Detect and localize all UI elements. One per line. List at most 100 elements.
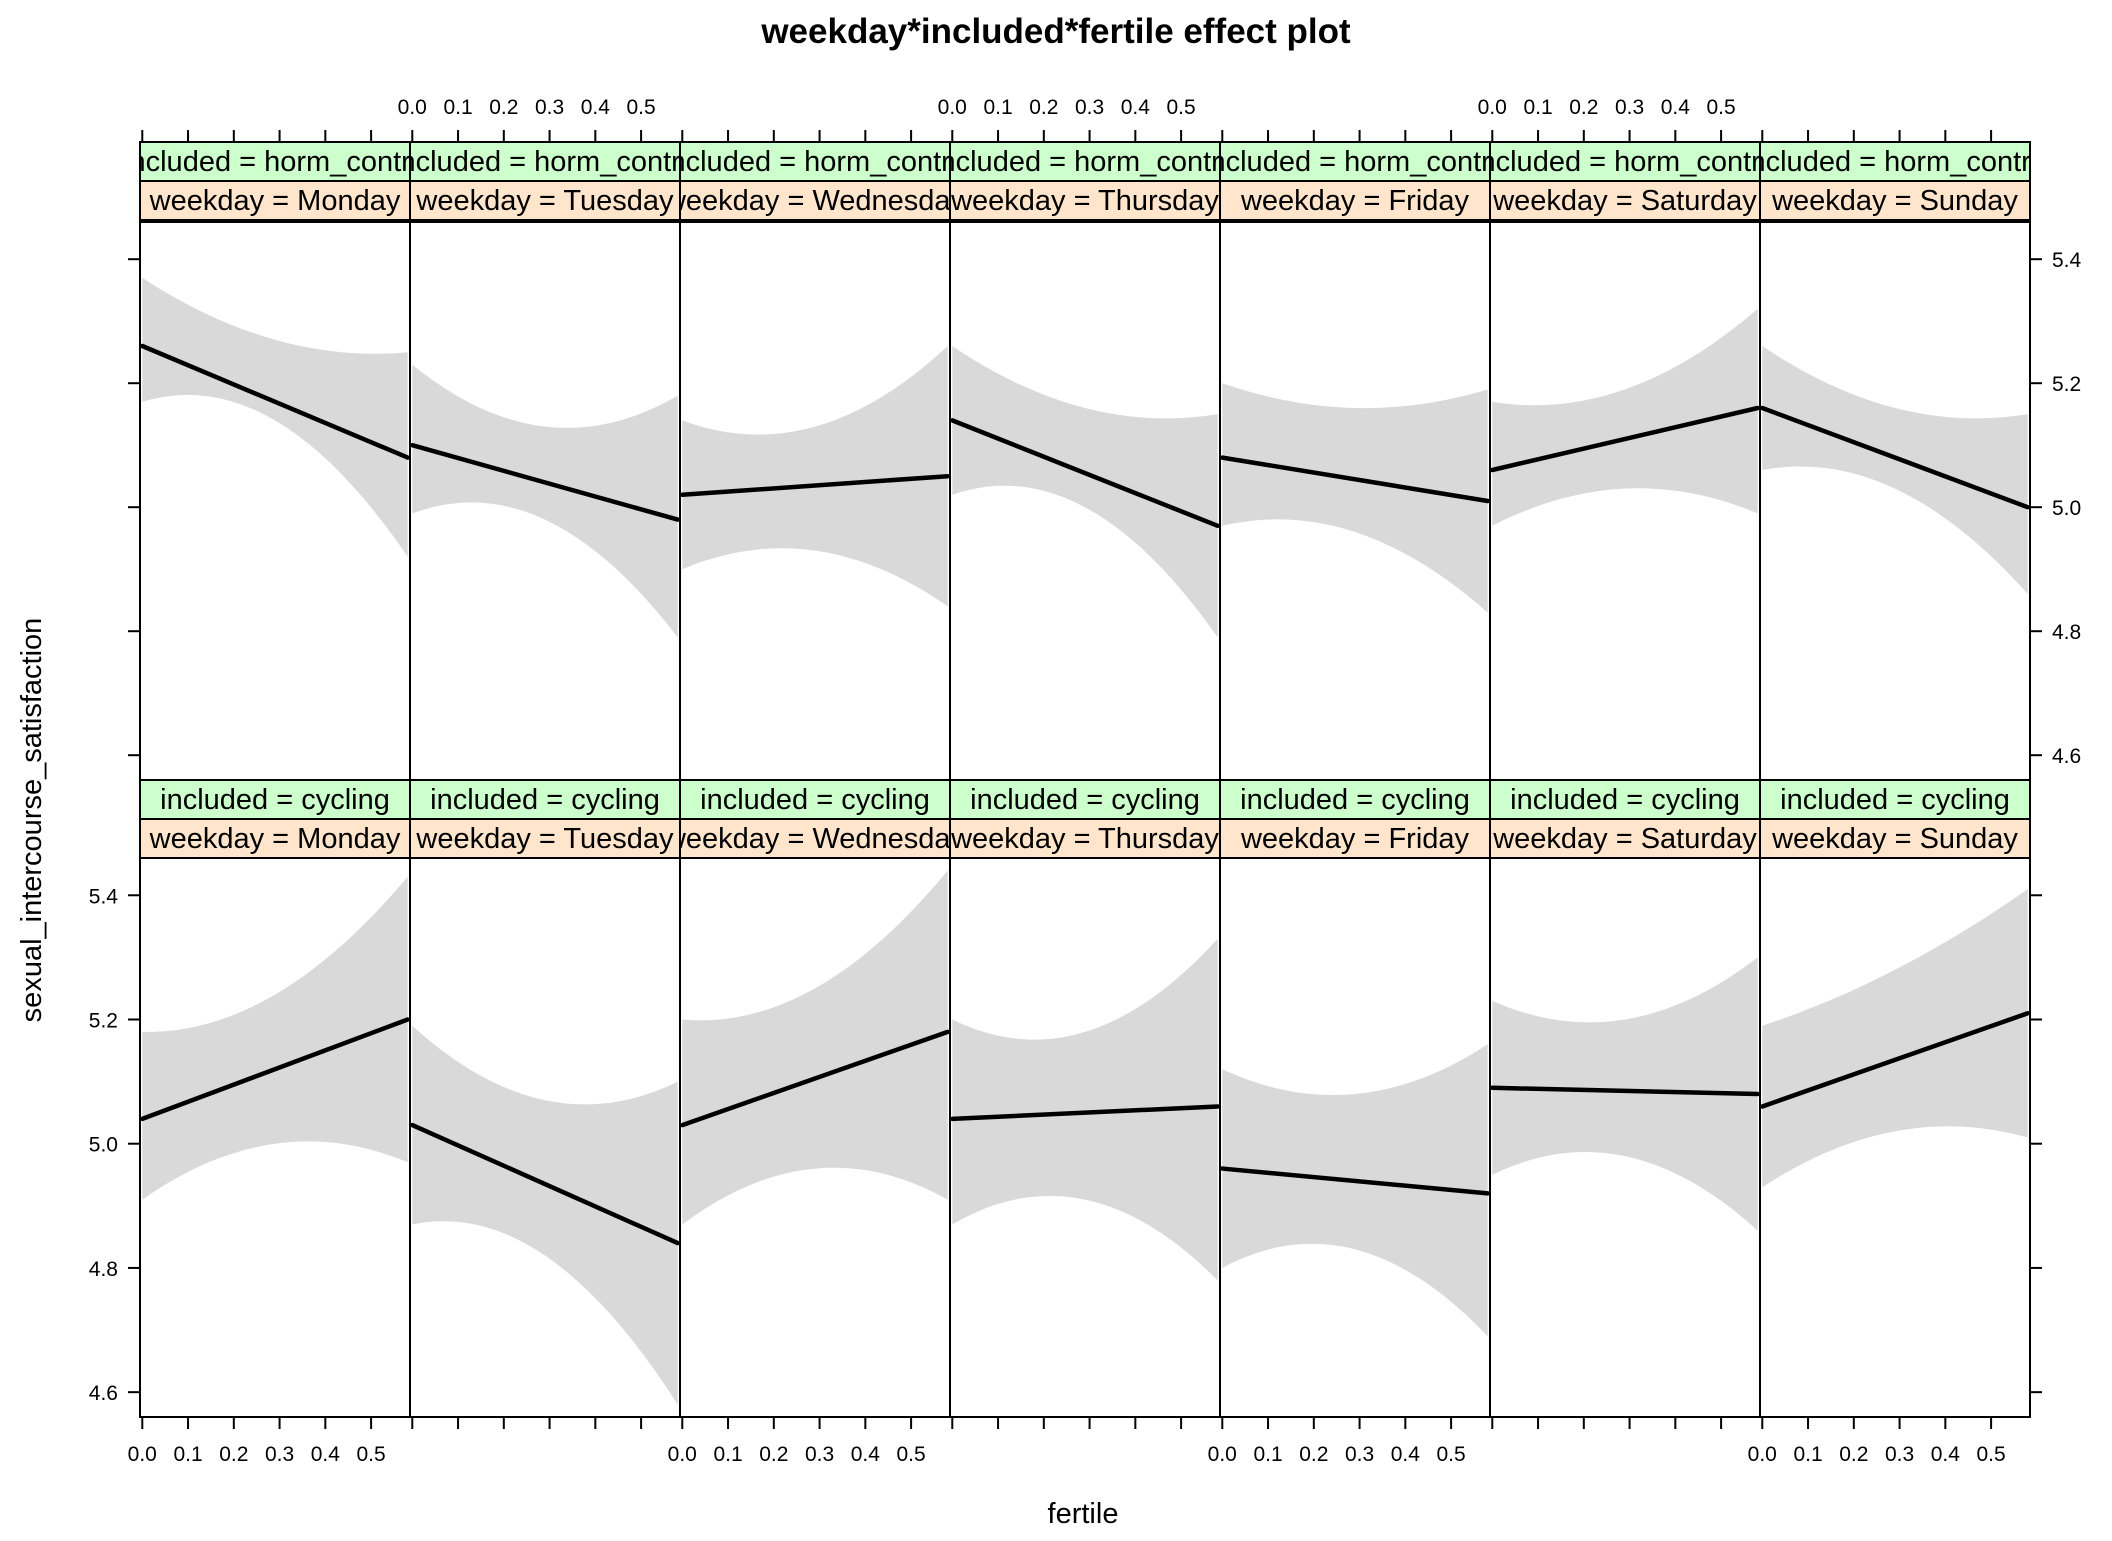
strip-labels: included = cycling weekday = Monday — [149, 784, 401, 855]
strip-included-label: included = cycling — [1240, 784, 1470, 816]
strip-weekday-label: weekday = Tuesday — [415, 185, 674, 217]
x-tick-label: 0.5 — [1707, 96, 1736, 119]
confidence-band — [142, 277, 408, 557]
strip-included-label: included = horm_contra — [1473, 146, 1778, 178]
x-tick-label: 0.3 — [1075, 96, 1104, 119]
strip-weekday-label: weekday = Wednesday — [664, 185, 966, 217]
panel-cycling-friday: included = cycling weekday = Friday — [1219, 779, 1491, 1418]
y-axis-title: sexual_intercourse_satisfaction — [16, 618, 48, 1023]
x-tick-label: 0.4 — [1391, 1443, 1421, 1466]
strip-labels: included = cycling weekday = Saturday — [1492, 784, 1757, 855]
strip-weekday-label: weekday = Saturday — [1492, 185, 1757, 217]
confidence-band — [1762, 346, 2028, 594]
strip-labels: included = cycling weekday = Thursday — [950, 784, 1219, 855]
strip-included-label: included = horm_contra — [933, 146, 1238, 178]
effect-line — [1490, 1085, 1760, 1097]
y-tick-label: 5.0 — [89, 1134, 118, 1157]
x-tick-label: 0.4 — [1931, 1443, 1961, 1466]
y-tick-label: 5.2 — [89, 1009, 118, 1032]
panel-cycling-tuesday: included = cycling weekday = Tuesday — [409, 779, 681, 1418]
strip-included-label: included = horm_contra — [1743, 146, 2048, 178]
x-tick-label: 0.5 — [627, 96, 656, 119]
x-tick-label: 0.5 — [897, 1443, 926, 1466]
strip-weekday — [1489, 818, 1761, 859]
effect-line — [1220, 1166, 1490, 1196]
strip-weekday-label: weekday = Friday — [1240, 185, 1470, 217]
x-tick-label: 0.0 — [1748, 1443, 1777, 1466]
y-tick-label: 5.4 — [2052, 249, 2082, 272]
strip-included-label: included = horm_contra — [1203, 146, 1508, 178]
confidence-band — [952, 938, 1218, 1281]
confidence-band — [952, 346, 1218, 638]
panel-cycling-sunday: included = cycling weekday = Sunday — [1759, 779, 2031, 1418]
y-tick-label: 5.0 — [2052, 497, 2081, 520]
effect-line — [950, 418, 1220, 529]
strip-labels: included = cycling weekday = Sunday — [1771, 784, 2018, 855]
effect-line — [950, 1104, 1220, 1122]
strip-weekday — [949, 818, 1221, 859]
confidence-band — [682, 870, 948, 1225]
strip-weekday-label: weekday = Sunday — [1771, 823, 2018, 855]
effect-line — [1760, 405, 2030, 510]
confidence-band — [412, 1025, 678, 1405]
strip-included-label: included = horm_contra — [663, 146, 968, 178]
x-tick-label: 0.0 — [938, 96, 967, 119]
x-tick-label: 0.4 — [851, 1443, 881, 1466]
effect-line — [680, 1029, 950, 1128]
x-tick-label: 0.3 — [1885, 1443, 1914, 1466]
x-tick-label: 0.2 — [1029, 96, 1058, 119]
panel-cycling-monday: included = cycling weekday = Monday — [139, 779, 411, 1418]
x-axis-title: fertile — [1048, 1498, 1119, 1530]
effect-line — [410, 1122, 680, 1246]
x-tick-label: 0.5 — [1167, 96, 1196, 119]
strip-included — [1219, 141, 1491, 182]
strip-weekday-label: weekday = Friday — [1240, 823, 1470, 855]
y-tick-label: 4.8 — [2052, 621, 2081, 644]
strip-weekday — [949, 180, 1221, 221]
strip-weekday-label: weekday = Sunday — [1771, 185, 2018, 217]
strip-included — [1489, 141, 1761, 182]
x-tick-label: 0.5 — [1437, 1443, 1466, 1466]
strip-included — [139, 779, 411, 820]
x-tick-label: 0.1 — [173, 1443, 202, 1466]
strip-included-label: included = cycling — [970, 784, 1200, 816]
strip-included — [949, 779, 1221, 820]
chart-title: weekday*included*fertile effect plot — [760, 12, 1351, 51]
strip-included-label: included = cycling — [1510, 784, 1740, 816]
strip-included-label: included = cycling — [430, 784, 660, 816]
strip-labels: included = cycling weekday = Wednesday — [680, 784, 950, 855]
x-tick-label: 0.0 — [668, 1443, 697, 1466]
x-tick-label: 0.0 — [398, 96, 427, 119]
x-tick-label: 0.3 — [805, 1443, 834, 1466]
strip-included — [1759, 141, 2031, 182]
strip-labels: included = cycling weekday = Friday — [1240, 784, 1470, 855]
effect-line — [140, 1017, 410, 1122]
x-tick-label: 0.2 — [489, 96, 518, 119]
strip-weekday-label: weekday = Thursday — [950, 185, 1219, 217]
y-tick-label: 4.6 — [2052, 745, 2081, 768]
x-tick-label: 0.0 — [1478, 96, 1507, 119]
effect-line — [1490, 405, 1760, 473]
confidence-band — [1762, 889, 2028, 1188]
x-tick-label: 0.4 — [311, 1443, 341, 1466]
x-tick-label: 0.2 — [1569, 96, 1598, 119]
x-tick-label: 0.2 — [1299, 1443, 1328, 1466]
strip-weekday — [1489, 180, 1761, 221]
panel-cycling-thursday: included = cycling weekday = Thursday — [949, 779, 1221, 1418]
y-tick-label: 4.6 — [89, 1382, 118, 1405]
strip-weekday-label: weekday = Monday — [149, 185, 401, 217]
